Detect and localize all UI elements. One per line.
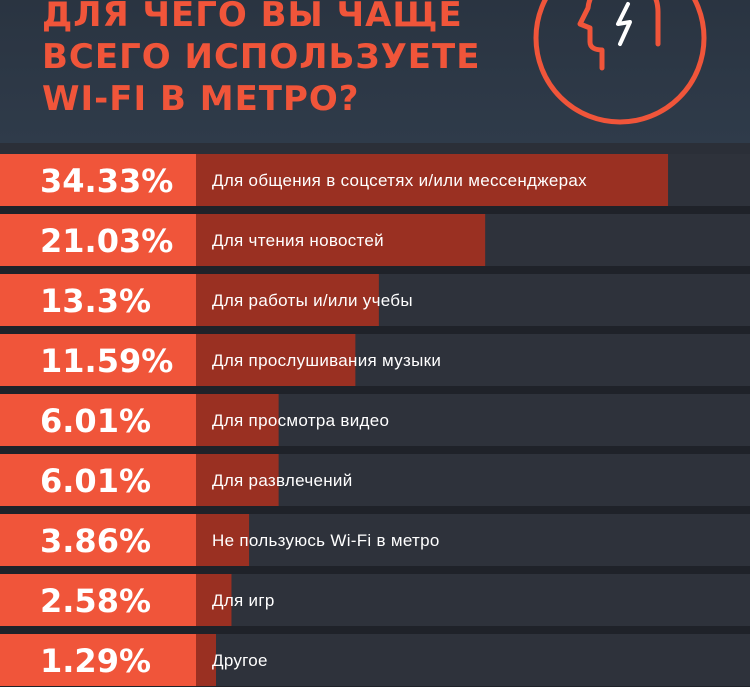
row-separator xyxy=(0,326,750,334)
category-label: Для работы и/или учебы xyxy=(212,291,413,310)
value-label: 6.01% xyxy=(40,462,151,500)
row-separator xyxy=(0,386,750,394)
category-label: Другое xyxy=(212,651,268,670)
row-separator xyxy=(0,446,750,454)
category-label: Для игр xyxy=(212,591,275,610)
row-separator xyxy=(0,626,750,634)
value-label: 34.33% xyxy=(40,162,173,200)
bar-chart: 34.33% Для общения в соцсетях и/или мессе… xyxy=(0,154,750,687)
value-label-box xyxy=(0,454,196,506)
title-line-3: WI-FI В МЕТРО? xyxy=(42,79,360,119)
bar xyxy=(196,394,279,446)
value-label-box xyxy=(0,334,196,386)
bar xyxy=(196,514,250,566)
value-label: 1.29% xyxy=(40,642,151,680)
bar xyxy=(196,214,486,266)
value-label-box xyxy=(0,154,196,206)
value-label-box xyxy=(0,514,196,566)
value-label: 2.58% xyxy=(40,582,151,620)
row-separator xyxy=(0,266,750,274)
bar xyxy=(196,574,232,626)
value-label-box xyxy=(0,634,196,686)
row-separator xyxy=(0,206,750,214)
value-label: 21.03% xyxy=(40,222,173,260)
category-label: Не пользуюсь Wi-Fi в метро xyxy=(212,531,440,550)
value-label: 6.01% xyxy=(40,402,151,440)
title-line-1: ДЛЯ ЧЕГО ВЫ ЧАЩЕ xyxy=(42,0,463,35)
value-label-box xyxy=(0,214,196,266)
value-label: 13.3% xyxy=(40,282,151,320)
bar xyxy=(196,634,216,686)
row-separator xyxy=(0,506,750,514)
category-label: Для общения в соцсетях и/или мессенджера… xyxy=(212,171,587,190)
row-separator xyxy=(0,566,750,574)
header: ДЛЯ ЧЕГО ВЫ ЧАЩЕ ВСЕГО ИСПОЛЬЗУЕТЕ WI-FI… xyxy=(0,0,750,143)
category-label: Для чтения новостей xyxy=(212,231,384,250)
bar xyxy=(196,274,379,326)
title-line-2: ВСЕГО ИСПОЛЬЗУЕТЕ xyxy=(42,37,481,77)
category-label: Для прослушивания музыки xyxy=(212,351,441,370)
value-label-box xyxy=(0,574,196,626)
bar xyxy=(196,154,669,206)
value-label-box xyxy=(0,274,196,326)
bar xyxy=(196,454,279,506)
value-label: 11.59% xyxy=(40,342,173,380)
value-label: 3.86% xyxy=(40,522,151,560)
category-label: Для просмотра видео xyxy=(212,411,389,430)
bar xyxy=(196,334,356,386)
head-profile-icon xyxy=(533,0,707,125)
category-label: Для развлечений xyxy=(212,471,353,490)
chart-title: ДЛЯ ЧЕГО ВЫ ЧАЩЕ ВСЕГО ИСПОЛЬЗУЕТЕ WI-FI… xyxy=(42,0,542,120)
value-label-box xyxy=(0,394,196,446)
